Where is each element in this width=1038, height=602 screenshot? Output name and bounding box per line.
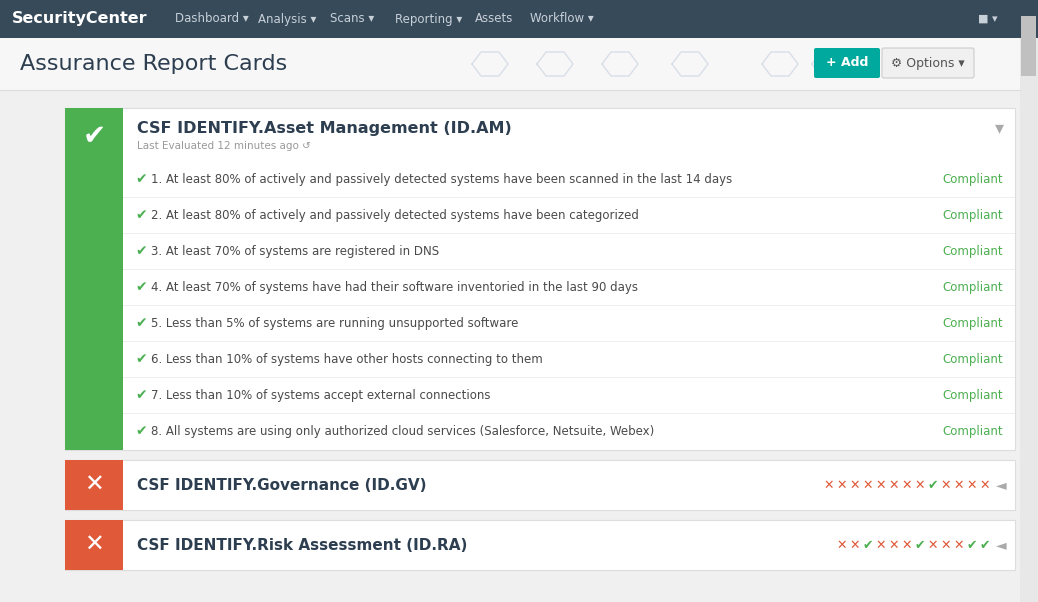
Bar <box>65 520 1015 570</box>
Text: ✔: ✔ <box>135 316 146 330</box>
Text: Workflow ▾: Workflow ▾ <box>530 13 594 25</box>
Text: ✕: ✕ <box>876 479 886 491</box>
Text: 5. Less than 5% of systems are running unsupported software: 5. Less than 5% of systems are running u… <box>151 317 518 329</box>
Text: ✕: ✕ <box>928 539 938 551</box>
FancyBboxPatch shape <box>814 48 880 78</box>
Text: ✔: ✔ <box>135 208 146 222</box>
Text: 6. Less than 10% of systems have other hosts connecting to them: 6. Less than 10% of systems have other h… <box>151 353 543 365</box>
Text: ✕: ✕ <box>902 479 912 491</box>
Text: ✔: ✔ <box>863 539 873 551</box>
Text: Scans ▾: Scans ▾ <box>330 13 375 25</box>
Text: CSF IDENTIFY.Risk Assessment (ID.RA): CSF IDENTIFY.Risk Assessment (ID.RA) <box>137 538 467 553</box>
Text: ✔: ✔ <box>135 424 146 438</box>
Text: ✕: ✕ <box>954 539 964 551</box>
Bar <box>0 38 1020 90</box>
Text: ✕: ✕ <box>902 539 912 551</box>
Text: ✔: ✔ <box>135 172 146 186</box>
Text: 3. At least 70% of systems are registered in DNS: 3. At least 70% of systems are registere… <box>151 244 439 258</box>
Text: ✕: ✕ <box>837 479 847 491</box>
Bar <box>65 520 122 570</box>
Text: ✕: ✕ <box>84 473 104 497</box>
Text: ✔: ✔ <box>135 388 146 402</box>
Bar <box>0 0 1038 38</box>
FancyBboxPatch shape <box>882 48 974 78</box>
Text: ✕: ✕ <box>84 533 104 557</box>
Text: Compliant: Compliant <box>943 424 1003 438</box>
Text: ✕: ✕ <box>940 479 951 491</box>
Text: ✔: ✔ <box>82 122 106 150</box>
Text: ✔: ✔ <box>914 539 925 551</box>
Text: ✕: ✕ <box>824 479 835 491</box>
Text: Compliant: Compliant <box>943 317 1003 329</box>
Text: CSF IDENTIFY.Governance (ID.GV): CSF IDENTIFY.Governance (ID.GV) <box>137 477 427 492</box>
Text: Compliant: Compliant <box>943 173 1003 185</box>
Text: ✕: ✕ <box>876 539 886 551</box>
Text: ◄: ◄ <box>995 538 1006 552</box>
Text: ✔: ✔ <box>135 280 146 294</box>
Bar <box>1020 0 1038 602</box>
Text: ✕: ✕ <box>940 539 951 551</box>
Text: ◄: ◄ <box>995 478 1006 492</box>
Text: Dashboard ▾: Dashboard ▾ <box>175 13 249 25</box>
Text: 7. Less than 10% of systems accept external connections: 7. Less than 10% of systems accept exter… <box>151 388 491 402</box>
Text: 8. All systems are using only authorized cloud services (Salesforce, Netsuite, W: 8. All systems are using only authorized… <box>151 424 654 438</box>
Text: Last Evaluated 12 minutes ago ↺: Last Evaluated 12 minutes ago ↺ <box>137 141 310 151</box>
Text: Reporting ▾: Reporting ▾ <box>395 13 462 25</box>
Text: ▾: ▾ <box>994 119 1004 137</box>
Text: ✕: ✕ <box>966 479 977 491</box>
Text: Compliant: Compliant <box>943 244 1003 258</box>
Text: Compliant: Compliant <box>943 388 1003 402</box>
Text: Compliant: Compliant <box>943 353 1003 365</box>
Text: ✔: ✔ <box>135 352 146 366</box>
Text: ✕: ✕ <box>863 479 873 491</box>
Bar <box>65 108 1015 450</box>
Text: ✔: ✔ <box>966 539 977 551</box>
Text: 1. At least 80% of actively and passively detected systems have been scanned in : 1. At least 80% of actively and passivel… <box>151 173 732 185</box>
Text: ✔: ✔ <box>135 244 146 258</box>
Text: ✕: ✕ <box>889 479 899 491</box>
Text: ✕: ✕ <box>889 539 899 551</box>
Text: ✕: ✕ <box>850 539 861 551</box>
Text: ✔: ✔ <box>980 539 990 551</box>
Text: ⚙ Options ▾: ⚙ Options ▾ <box>892 57 964 69</box>
Text: 4. At least 70% of systems have had their software inventoried in the last 90 da: 4. At least 70% of systems have had thei… <box>151 281 638 294</box>
Text: ✕: ✕ <box>954 479 964 491</box>
Bar <box>1021 16 1036 76</box>
Text: ✕: ✕ <box>850 479 861 491</box>
Text: ✕: ✕ <box>914 479 925 491</box>
Bar <box>65 460 1015 510</box>
Text: Compliant: Compliant <box>943 281 1003 294</box>
Text: Assets: Assets <box>475 13 514 25</box>
Text: SecurityCenter: SecurityCenter <box>12 11 147 26</box>
Text: Assurance Report Cards: Assurance Report Cards <box>20 54 288 74</box>
Text: + Add: + Add <box>826 57 868 69</box>
Text: CSF IDENTIFY.Asset Management (ID.AM): CSF IDENTIFY.Asset Management (ID.AM) <box>137 120 512 135</box>
Bar <box>65 460 122 510</box>
Bar <box>65 108 122 450</box>
Text: Analysis ▾: Analysis ▾ <box>258 13 317 25</box>
Text: ■ ▾: ■ ▾ <box>978 14 998 24</box>
Text: 2. At least 80% of actively and passively detected systems have been categorized: 2. At least 80% of actively and passivel… <box>151 208 638 222</box>
Text: ✕: ✕ <box>837 539 847 551</box>
Text: Compliant: Compliant <box>943 208 1003 222</box>
Text: ✕: ✕ <box>980 479 990 491</box>
Text: ✔: ✔ <box>928 479 938 491</box>
